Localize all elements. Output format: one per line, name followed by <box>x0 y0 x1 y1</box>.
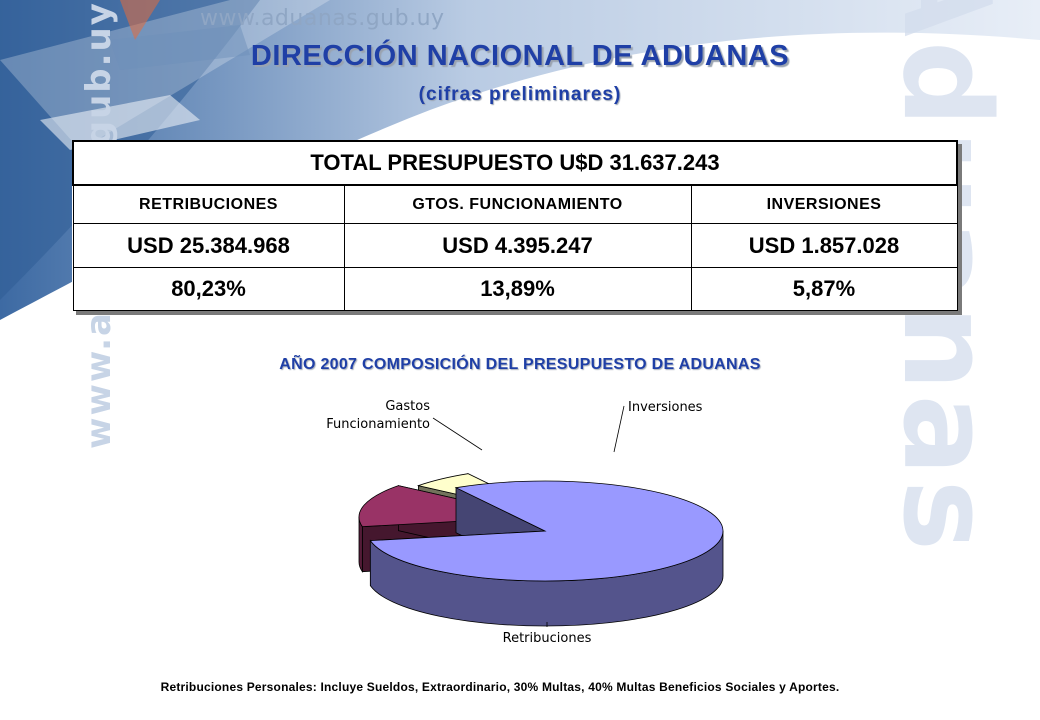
pie-slice-retribuciones <box>369 480 724 627</box>
label-inversiones: Inversiones <box>628 400 703 415</box>
total-budget-cell: TOTAL PRESUPUESTO U$D 31.637.243 <box>72 140 958 186</box>
table-total-row: TOTAL PRESUPUESTO U$D 31.637.243 <box>72 140 958 186</box>
pie-slice-top <box>369 480 724 582</box>
table-header-row: RETRIBUCIONES GTOS. FUNCIONAMIENTO INVER… <box>72 184 958 224</box>
percent-retribuciones: 80,23% <box>72 267 345 311</box>
site-url: www.aduanas.gub.uy <box>200 6 445 31</box>
table-amount-row: USD 25.384.968 USD 4.395.247 USD 1.857.0… <box>72 223 958 268</box>
amount-gastos-funcionamiento: USD 4.395.247 <box>343 223 692 268</box>
percent-gastos-funcionamiento: 13,89% <box>343 267 692 311</box>
label-gastos-funcionamiento: Gastos <box>385 399 430 414</box>
chart-title: AÑO 2007 COMPOSICIÓN DEL PRESUPUESTO DE … <box>279 356 761 373</box>
label-inversiones-leader-line <box>613 405 625 453</box>
amount-inversiones: USD 1.857.028 <box>690 223 958 268</box>
label-retribuciones: Retribuciones <box>503 631 592 646</box>
footnote: Retribuciones Personales: Incluye Sueldo… <box>160 680 840 694</box>
page-title: DIRECCIÓN NACIONAL DE ADUANAS <box>250 40 790 72</box>
amount-retribuciones: USD 25.384.968 <box>72 223 345 268</box>
percent-inversiones: 5,87% <box>690 267 958 311</box>
budget-table: TOTAL PRESUPUESTO U$D 31.637.243 RETRIBU… <box>72 140 958 311</box>
label-gastos-funcionamiento: Funcionamiento <box>326 417 430 432</box>
header-inversiones: INVERSIONES <box>690 184 958 224</box>
label-gastos-funcionamiento-leader-line <box>432 417 483 451</box>
header-gastos-funcionamiento: GTOS. FUNCIONAMIENTO <box>343 184 692 224</box>
header-retribuciones: RETRIBUCIONES <box>72 184 345 224</box>
pie-chart: Retribuciones Gastos Funcionamiento Inversi… <box>326 399 724 646</box>
page-subtitle: (cifras preliminares) <box>418 84 622 105</box>
table-percent-row: 80,23% 13,89% 5,87% <box>72 267 958 311</box>
